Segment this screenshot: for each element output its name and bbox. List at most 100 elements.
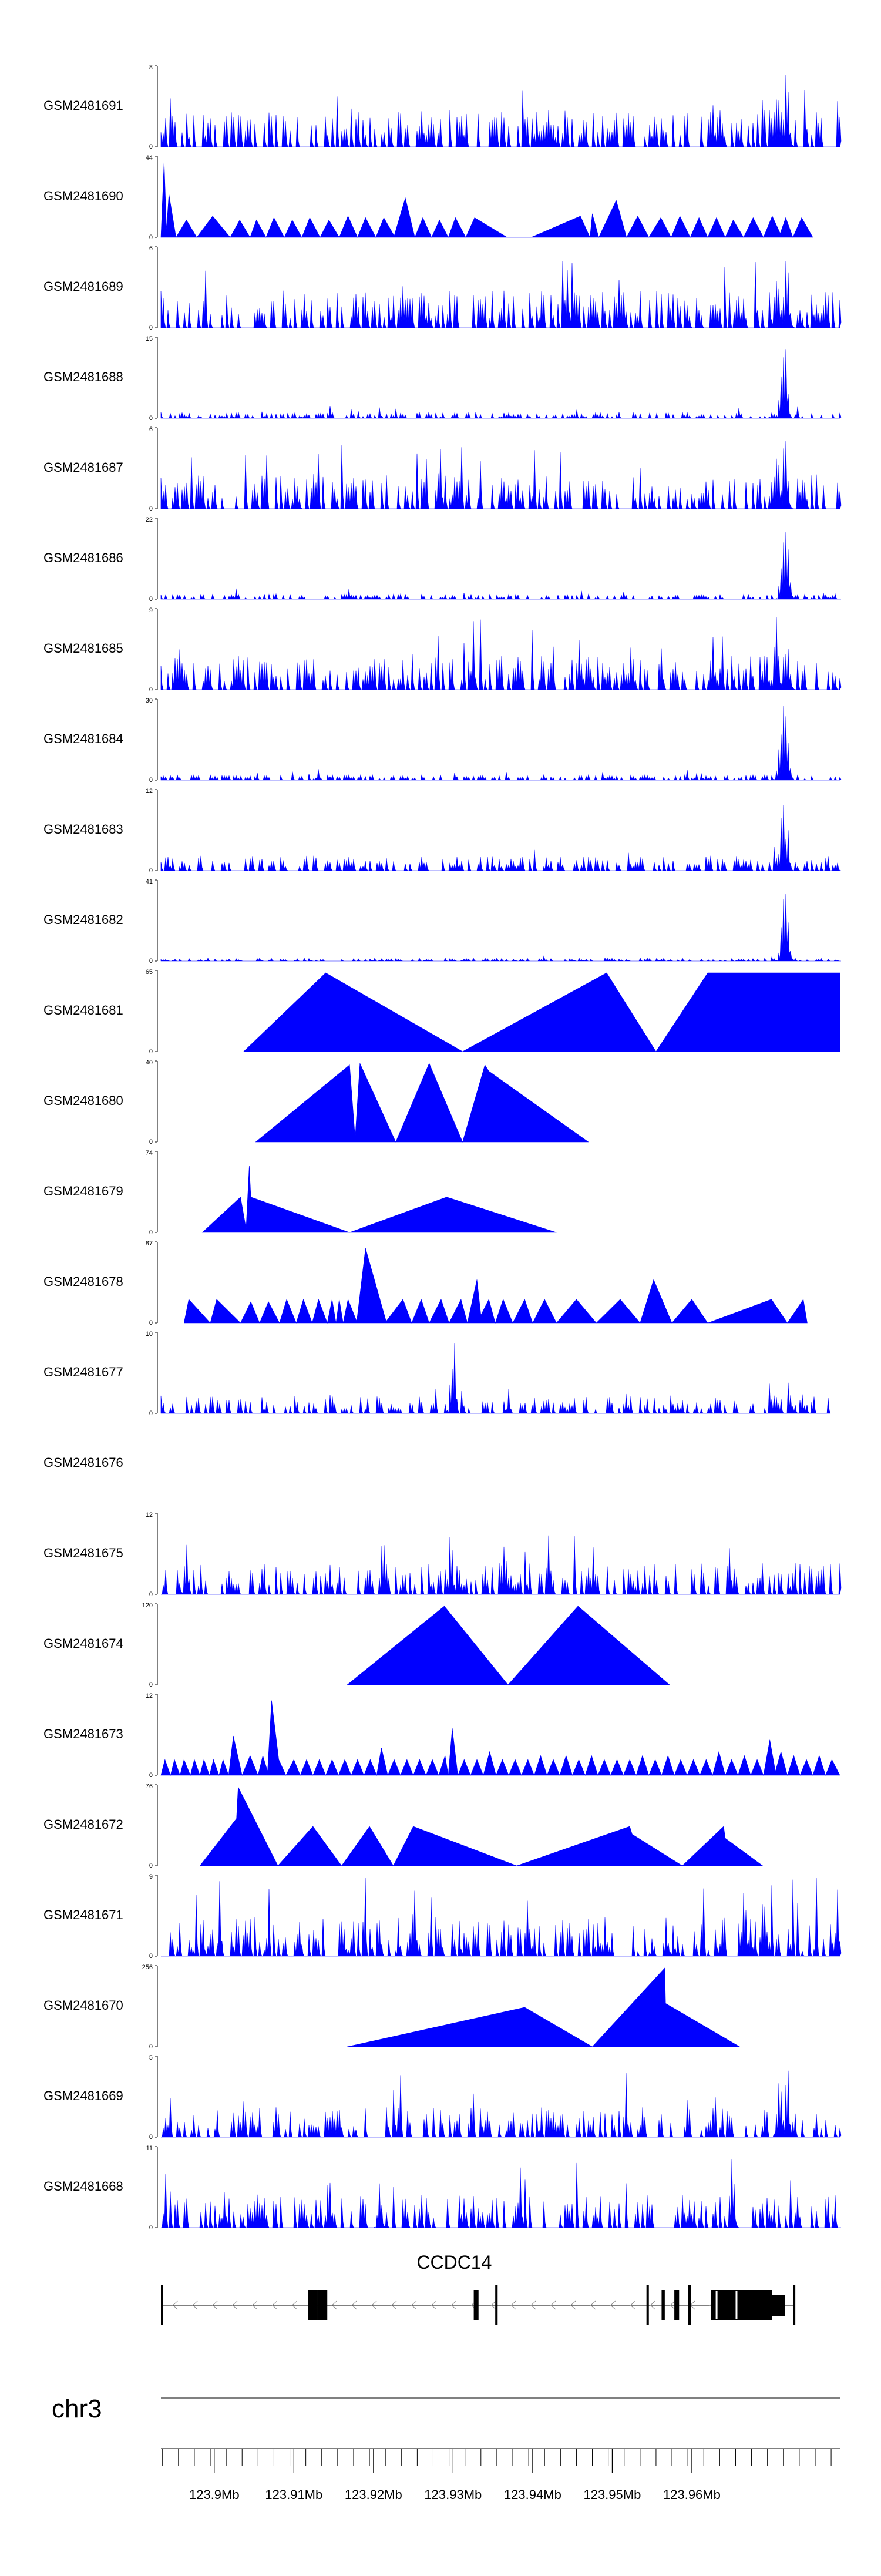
signal-area: [160, 1700, 840, 1776]
track-label: GSM2481673: [43, 1727, 123, 1741]
exon: [674, 2290, 680, 2320]
strand-arrow: [252, 2300, 258, 2310]
y-tick-label: 0: [149, 1591, 153, 1598]
track-label: GSM2481676: [43, 1455, 123, 1470]
y-tick-label: 0: [149, 234, 153, 241]
y-tick-label: 76: [146, 1783, 153, 1790]
strand-arrow: [192, 2300, 198, 2310]
track-label: GSM2481680: [43, 1093, 123, 1108]
y-tick-label: 256: [142, 1964, 153, 1971]
y-tick-label: 0: [149, 777, 153, 784]
signal-area: [160, 893, 841, 962]
strand-arrow: [450, 2300, 456, 2310]
track-label: GSM2481690: [43, 189, 123, 203]
track-label: GSM2481674: [43, 1636, 123, 1651]
track-label: GSM2481671: [43, 1907, 123, 1922]
signal-area: [161, 1877, 842, 1957]
x-tick-label: 123.95Mb: [583, 2487, 641, 2502]
y-tick-label: 41: [146, 878, 153, 885]
exon: [772, 2295, 785, 2316]
strand-arrow: [550, 2300, 556, 2310]
y-tick-label: 0: [149, 415, 153, 422]
strand-arrow: [411, 2300, 417, 2310]
y-tick-label: 65: [146, 969, 153, 976]
signal-area: [243, 972, 840, 1052]
y-tick-label: 0: [149, 2134, 153, 2141]
signal-area: [183, 1248, 808, 1324]
exon: [317, 2290, 328, 2320]
y-tick-label: 0: [149, 1229, 153, 1236]
y-tick-label: 0: [149, 1953, 153, 1960]
strand-arrow: [172, 2300, 178, 2310]
y-tick-label: 74: [146, 1150, 153, 1157]
x-tick-label: 123.91Mb: [265, 2487, 322, 2502]
x-tick-label: 123.93Mb: [424, 2487, 482, 2502]
y-tick-label: 0: [149, 958, 153, 965]
strand-arrow: [650, 2300, 655, 2310]
strand-arrow: [232, 2300, 238, 2310]
exon: [473, 2290, 479, 2320]
exon-gap: [735, 2291, 738, 2319]
strand-arrow: [530, 2300, 536, 2310]
y-tick-label: 9: [149, 1873, 153, 1880]
y-tick-label: 0: [149, 596, 153, 603]
track-label: GSM2481675: [43, 1546, 123, 1560]
chromosome-label: chr3: [52, 2394, 102, 2423]
exon: [688, 2285, 691, 2325]
x-tick-label: 123.96Mb: [663, 2487, 721, 2502]
y-tick-label: 0: [149, 1772, 153, 1779]
strand-arrow: [510, 2300, 516, 2310]
signal-area: [160, 617, 842, 690]
track-label: GSM2481668: [43, 2179, 123, 2194]
y-tick-label: 9: [149, 607, 153, 614]
y-tick-label: 30: [146, 697, 153, 704]
exon: [495, 2285, 498, 2325]
track-label: GSM2481672: [43, 1817, 123, 1832]
y-tick-label: 12: [146, 1692, 153, 1700]
y-tick-label: 6: [149, 245, 153, 252]
y-tick-label: 10: [146, 1331, 153, 1338]
track-label: GSM2481688: [43, 370, 123, 384]
exon: [161, 2285, 163, 2325]
exon: [661, 2290, 665, 2320]
y-tick-label: 0: [149, 1319, 153, 1326]
track-label: GSM2481670: [43, 1998, 123, 2013]
y-tick-label: 120: [142, 1602, 153, 1609]
strand-arrow: [371, 2300, 377, 2310]
x-tick-label: 123.94Mb: [504, 2487, 561, 2502]
track-label: GSM2481678: [43, 1274, 123, 1289]
y-tick-label: 0: [149, 1410, 153, 1417]
y-tick-label: 0: [149, 1681, 153, 1688]
signal-area: [161, 1535, 842, 1595]
signal-area: [160, 160, 813, 239]
track-label: GSM2481679: [43, 1184, 123, 1198]
signal-area: [161, 2070, 842, 2138]
signal-area: [160, 261, 842, 328]
signal-area: [347, 1967, 741, 2047]
signal-area: [255, 1063, 589, 1143]
y-tick-label: 0: [149, 1862, 153, 1869]
signal-area: [160, 805, 841, 871]
y-tick-label: 0: [149, 505, 153, 512]
signal-area: [160, 706, 842, 781]
y-tick-label: 8: [149, 64, 153, 71]
y-tick-label: 15: [146, 335, 153, 342]
y-tick-label: 0: [149, 1048, 153, 1055]
y-tick-label: 40: [146, 1059, 153, 1066]
y-tick-label: 87: [146, 1240, 153, 1247]
track-label: GSM2481691: [43, 98, 123, 113]
strand-arrow: [431, 2300, 437, 2310]
track-label: GSM2481684: [43, 731, 123, 746]
exon: [308, 2290, 318, 2320]
signal-area: [160, 349, 842, 419]
signal-area: [161, 2159, 841, 2228]
strand-arrow: [490, 2300, 496, 2310]
track-label: GSM2481683: [43, 822, 123, 837]
track-label: GSM2481685: [43, 641, 123, 656]
y-tick-label: 0: [149, 2043, 153, 2050]
track-label: GSM2481681: [43, 1003, 123, 1017]
y-tick-label: 0: [149, 2224, 153, 2231]
gene-name: CCDC14: [416, 2252, 492, 2273]
